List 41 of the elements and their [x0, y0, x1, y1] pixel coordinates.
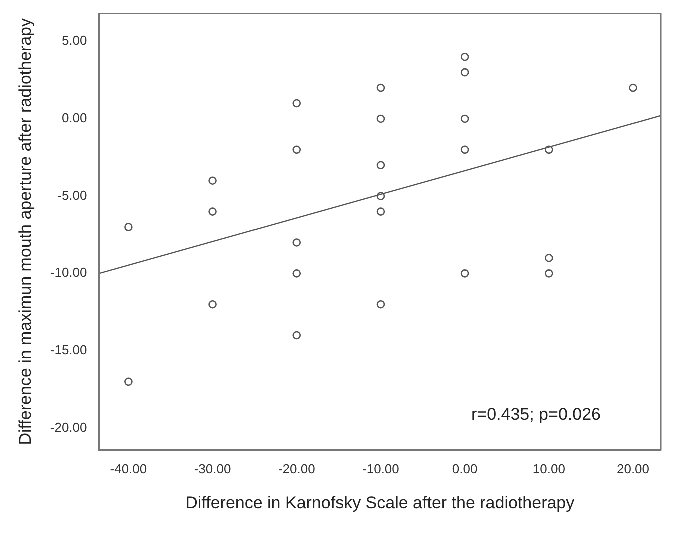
point: [208, 300, 217, 309]
point: [292, 146, 302, 154]
x-tick-label: 20.00: [616, 461, 650, 476]
x-tick-label: -20.00: [278, 461, 316, 476]
annotation: r=0.435; p=0.026: [471, 405, 601, 424]
x-tick-label: 10.00: [532, 461, 566, 476]
point: [376, 208, 386, 216]
point: [460, 52, 470, 62]
x-axis-title: Difference in Karnofsky Scale after the radiotherapy: [186, 493, 576, 512]
point: [376, 161, 386, 170]
y-tick-label: -15.00: [50, 342, 88, 358]
y-tick-label: -10.00: [50, 265, 88, 280]
point: [545, 270, 554, 278]
point: [124, 223, 133, 232]
y-tick-label: -5.00: [58, 188, 88, 203]
x-tick-label: -40.00: [110, 461, 148, 476]
x-tick-label: -10.00: [362, 461, 400, 476]
point: [545, 254, 554, 262]
y-tick-label: 0.00: [62, 110, 88, 126]
point: [208, 176, 217, 186]
point: [460, 270, 470, 278]
point: [460, 114, 470, 124]
point: [292, 331, 302, 340]
point: [460, 68, 470, 77]
point: [545, 146, 554, 154]
point: [376, 192, 386, 200]
point: [292, 270, 302, 278]
point: [208, 208, 217, 216]
point: [124, 378, 133, 386]
y-axis-title: Difference in maximun mouth aperture after radiotherapy: [16, 18, 35, 446]
point: [292, 99, 302, 108]
y-tick-label: -20.00: [50, 420, 88, 435]
x-tick-label: 0.00: [452, 461, 478, 476]
point: [376, 84, 386, 92]
point: [629, 84, 638, 92]
point: [460, 146, 470, 154]
y-tick-label: 5.00: [62, 33, 88, 48]
x-tick-label: -30.00: [194, 461, 232, 476]
point: [376, 300, 386, 309]
point: [376, 114, 386, 124]
point: [292, 238, 302, 247]
